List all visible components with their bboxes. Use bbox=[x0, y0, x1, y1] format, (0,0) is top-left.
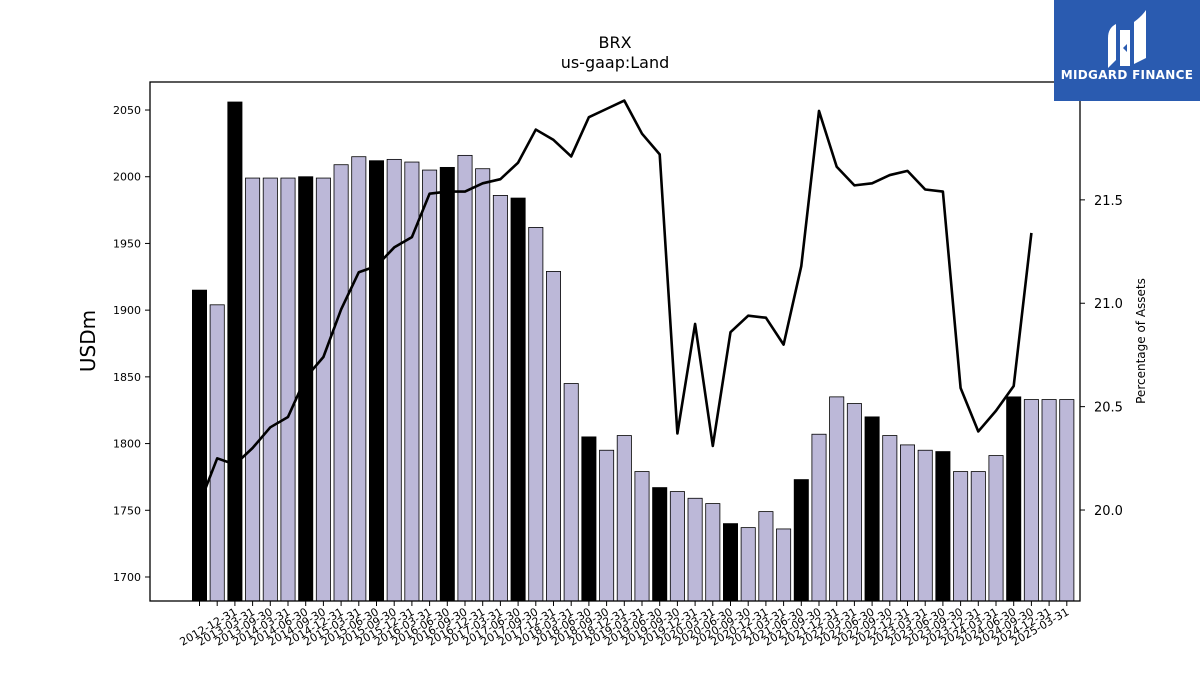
y-tick-label: 1900 bbox=[113, 304, 141, 317]
bar-quarterly bbox=[669, 491, 685, 602]
y-tick-label: 2050 bbox=[113, 104, 141, 117]
y-axis-right: 20.0 20.5 21.0 21.5 bbox=[1080, 194, 1123, 519]
y-axis-label: USDm bbox=[76, 310, 100, 372]
bar-quarterly bbox=[917, 449, 933, 602]
bar-annual bbox=[864, 416, 880, 602]
bar-quarterly bbox=[953, 471, 969, 602]
chart-title: BRX bbox=[598, 33, 631, 52]
bar-quarterly bbox=[970, 471, 986, 602]
bar-annual bbox=[935, 451, 951, 602]
bar-quarterly bbox=[262, 177, 278, 602]
chart-subtitle: us-gaap:Land bbox=[561, 53, 670, 72]
bar-quarterly bbox=[386, 158, 402, 602]
bar-quarterly bbox=[351, 156, 367, 602]
bar-annual bbox=[227, 101, 243, 602]
bar-quarterly bbox=[209, 304, 225, 602]
bar-quarterly bbox=[811, 433, 827, 602]
bar-quarterly bbox=[634, 471, 650, 602]
bar-annual bbox=[191, 289, 207, 602]
bar-quarterly bbox=[1041, 399, 1057, 602]
bar-quarterly bbox=[740, 527, 756, 602]
bar-quarterly bbox=[492, 195, 508, 602]
y-axis-left: 1700 1750 1800 1850 1900 1950 2000 2050 bbox=[113, 104, 150, 584]
bar-quarterly bbox=[616, 435, 632, 602]
bar-quarterly bbox=[882, 435, 898, 602]
x-axis: 2012-12-312013-03-312013-09-302014-03-31… bbox=[178, 601, 1071, 649]
y-tick-label: 2000 bbox=[113, 171, 141, 184]
bar-quarterly bbox=[776, 528, 792, 602]
y2-axis-label: Percentage of Assets bbox=[1134, 278, 1148, 404]
y-tick-label: 1700 bbox=[113, 571, 141, 584]
y-tick-label: 1850 bbox=[113, 371, 141, 384]
bar-quarterly bbox=[705, 503, 721, 602]
y2-tick-label: 20.0 bbox=[1094, 504, 1123, 519]
y-tick-label: 1750 bbox=[113, 504, 141, 517]
bar-quarterly bbox=[829, 396, 845, 602]
y2-tick-label: 21.5 bbox=[1094, 194, 1123, 209]
bar-annual bbox=[510, 197, 526, 602]
bar-quarterly bbox=[687, 497, 703, 602]
y2-tick-label: 21.0 bbox=[1094, 297, 1123, 312]
midgard-logo-icon bbox=[1108, 10, 1146, 68]
bar-quarterly bbox=[333, 164, 349, 602]
bar-quarterly bbox=[546, 271, 562, 602]
bar-annual bbox=[1006, 396, 1022, 602]
y-tick-label: 1950 bbox=[113, 237, 141, 250]
bar-quarterly bbox=[245, 177, 261, 602]
bar-annual bbox=[793, 479, 809, 602]
y2-tick-label: 20.5 bbox=[1094, 401, 1123, 416]
bar-quarterly bbox=[528, 227, 544, 602]
bar-quarterly bbox=[280, 177, 296, 602]
bar-annual bbox=[439, 166, 455, 602]
bar-quarterly bbox=[900, 444, 916, 602]
bar-quarterly bbox=[315, 177, 331, 602]
bar-quarterly bbox=[457, 154, 473, 602]
bar-quarterly bbox=[422, 169, 438, 602]
bar-annual bbox=[723, 523, 739, 602]
plot-frame bbox=[149, 81, 1081, 602]
logo-brand-text: MIDGARD FINANCE bbox=[1060, 68, 1194, 82]
bar-quarterly bbox=[1059, 399, 1075, 602]
bar-quarterly bbox=[1023, 399, 1039, 602]
percentage-line bbox=[198, 99, 1033, 505]
bar-quarterly bbox=[758, 511, 774, 602]
bar-quarterly bbox=[846, 403, 862, 602]
bar-annual bbox=[368, 160, 384, 602]
y-tick-label: 1800 bbox=[113, 438, 141, 451]
bar-quarterly bbox=[563, 383, 579, 602]
bar-annual bbox=[581, 436, 597, 602]
bar-quarterly bbox=[988, 455, 1004, 602]
line-layer bbox=[198, 99, 1033, 505]
midgard-finance-logo: MIDGARD FINANCE bbox=[1054, 0, 1200, 101]
bar-quarterly bbox=[599, 449, 615, 602]
bar-annual bbox=[652, 487, 668, 602]
bar-quarterly bbox=[475, 168, 491, 602]
